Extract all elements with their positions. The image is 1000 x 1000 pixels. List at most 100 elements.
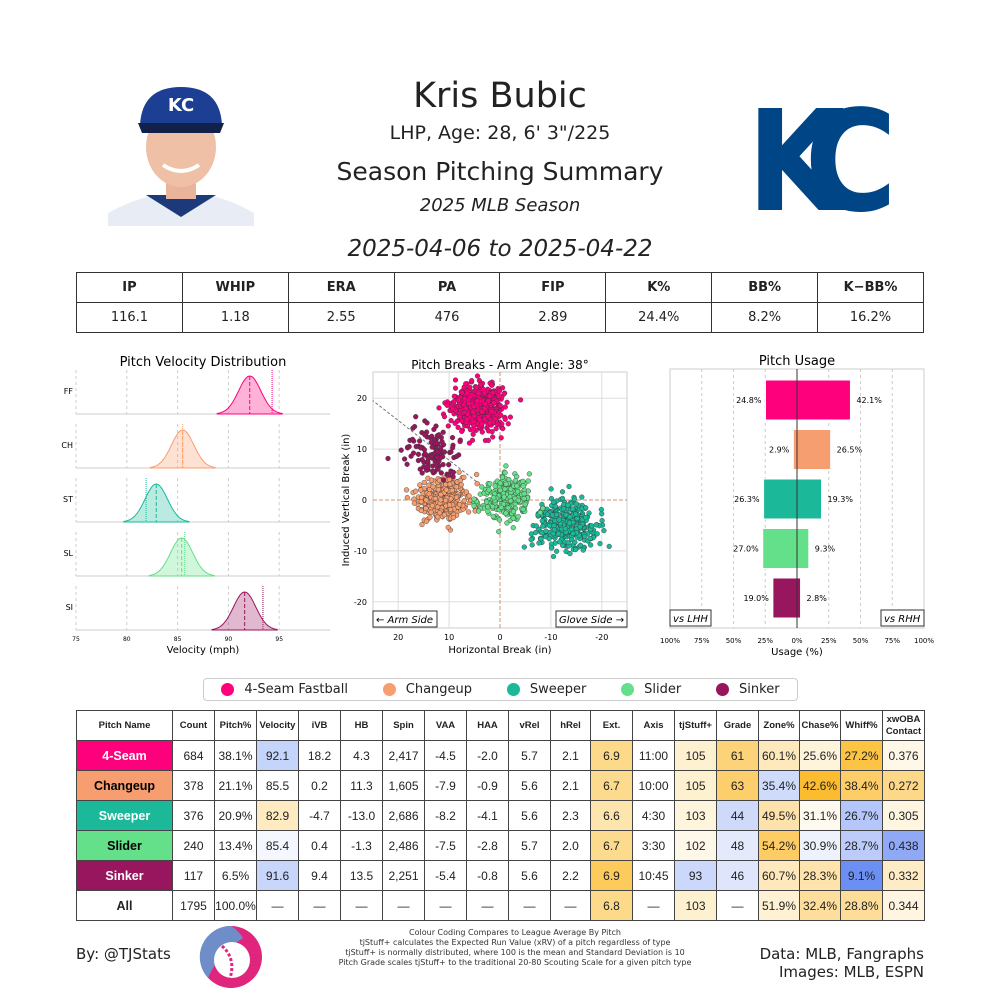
pitch-point [528,537,534,543]
date-range: 2025-04-06 to 2025-04-22 [347,236,653,262]
pitch-point [543,528,549,534]
pitch-point [482,401,488,407]
pitch-point [514,483,520,489]
pitch-point [429,444,435,450]
pitch-point [437,510,443,516]
stat-header: K−BB% [817,272,924,303]
legend-marker [506,683,520,696]
footnote: tjStuff+ calculates the Expected Run Val… [359,938,671,947]
pitch-point [421,479,427,486]
x-tick-label: 75% [694,637,710,645]
category-label: CH [61,441,73,450]
pitch-point [456,502,463,508]
pitch-point [482,416,488,422]
table-cell: 10:45 [632,860,675,891]
pitch-point [434,454,440,460]
pitch-point [485,508,491,515]
pitch-point [413,414,419,420]
table-cell: 2.0 [550,830,591,861]
sources: Data: MLB, Fangraphs Images: MLB, ESPN [760,945,924,981]
pitch-point [433,440,439,446]
table-cell: 44 [716,800,759,831]
pitch-point [489,429,495,435]
x-tick-label: 50% [726,637,742,645]
pitch-point [503,481,509,487]
usage-bar [763,478,823,520]
rhh-label: vs RHH [884,614,921,625]
pitch-point [489,409,495,415]
pitch-point [464,390,470,396]
table-cell: 60.1% [758,740,800,771]
pitch-point [515,497,522,503]
pitch-point [446,502,453,508]
legend-item: Sweeper [506,682,587,697]
pitch-point [498,435,504,441]
table-cell: 1795 [172,890,215,921]
pitch-point [461,474,467,481]
pitch-point [587,535,593,542]
pitch-point [457,477,464,483]
pitch-point [403,487,410,493]
x-tick-label: 25% [821,637,837,645]
table-cell: 31.1% [799,800,841,831]
table-row: Sweeper 376 20.9% 82.9 -4.7 -13.0 2,686 -8.2 -4.… [76,800,925,831]
pitch-point [504,520,510,526]
pitch-point [573,546,579,553]
pitch-point [559,495,566,502]
pitch-point [511,508,517,515]
pitch-point [443,487,450,493]
table-cell: 100.0% [214,890,257,921]
usage-bar [765,379,851,421]
pitch-point [490,434,496,440]
table-cell: 0.376 [882,740,925,771]
legend-item: Sinker [716,682,780,697]
x-tick-label: 100% [660,637,680,645]
x-axis-label: Velocity (mph) [167,645,240,656]
x-tick-label: 0 [497,633,502,642]
pitch-point [565,540,571,546]
pitch-point [449,487,455,494]
pitch-point [453,484,460,490]
pitch-point [565,502,571,508]
legend-label: Sweeper [529,682,587,697]
pitch-point [444,402,450,408]
pitch-point [497,480,503,486]
table-cell: -13.0 [340,800,383,831]
pitch-point [463,381,469,387]
pitch-point [456,397,462,403]
legend-label: 4-Seam Fastball [244,682,348,697]
legend-label: Slider [644,682,682,697]
stat-header: K% [605,272,713,303]
x-tick-label: 25% [757,637,773,645]
stat-header: ERA [287,272,395,303]
pitch-legend: 4-Seam Fastball Changeup Sweeper Slider Sink… [203,678,798,701]
pitch-point [499,474,506,480]
pitch-usage-chart: Pitch Usage 24.8% 42.1% 2.9% 26.5% 26.3% 19.3%… [660,354,934,658]
table-cell: 378 [172,770,215,801]
usage-bar [772,577,802,619]
pitch-point [438,497,444,503]
pitch-point [480,386,486,393]
pitch-point [438,470,444,476]
stat-header: BB% [711,272,819,303]
pitch-point [507,414,514,420]
pitch-point [429,503,436,509]
table-cell: 3:30 [632,830,675,861]
svg-text:KC: KC [168,95,194,116]
pitch-point [515,489,521,495]
pitch-point [577,542,584,548]
pitch-point [599,518,605,524]
x-tick-label: -20 [595,633,608,642]
velocity-distribution-chart: Pitch Velocity Distribution FF CH ST SL SI 75 8… [61,355,330,656]
pitch-point [418,507,424,514]
pitch-point [550,553,557,560]
table-cell: 10:00 [632,770,675,801]
column-header: Grade [716,710,759,741]
legend-label: Sinker [739,682,780,697]
tjstats-logo [199,925,262,988]
footnote: Colour Coding Compares to League Average… [409,928,621,937]
pitch-point [448,417,454,424]
table-cell: 0.4 [298,830,341,861]
pitch-point [410,450,417,456]
table-cell: 27.2% [840,740,883,771]
